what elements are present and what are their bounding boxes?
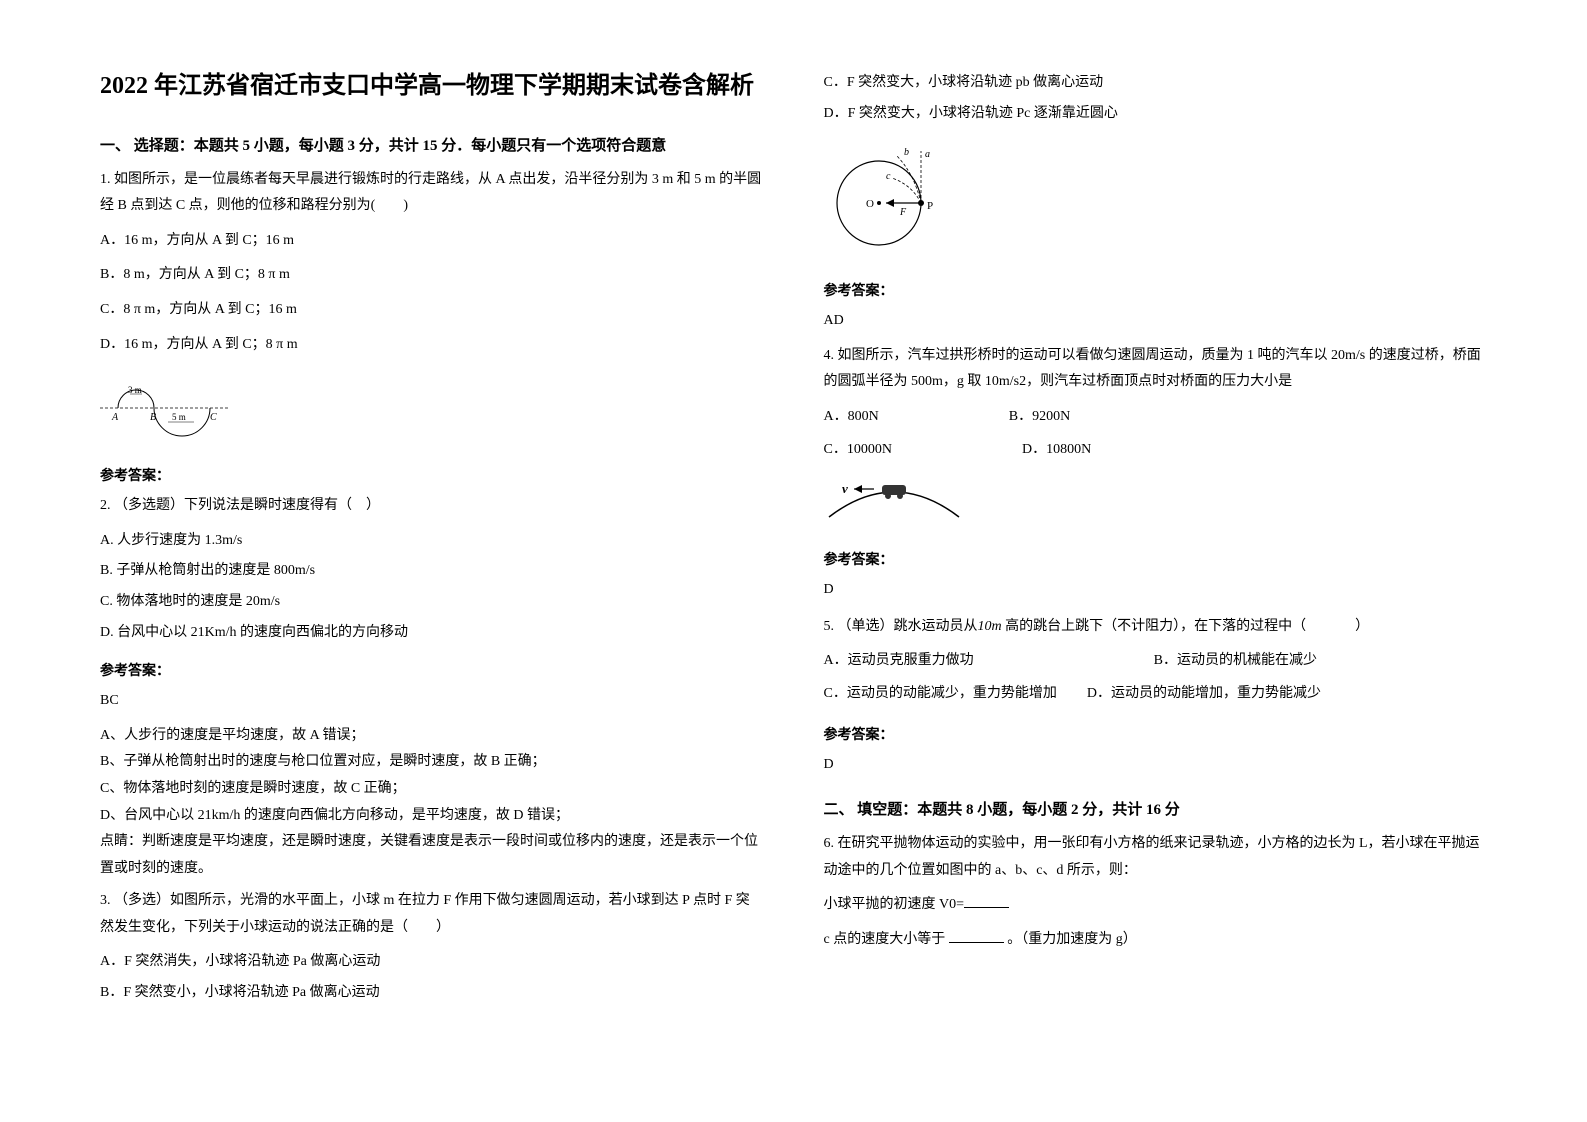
label-F: F bbox=[899, 207, 907, 218]
q3-option-c: C．F 突然变大，小球将沿轨迹 pb 做离心运动 bbox=[824, 70, 1488, 97]
right-column: C．F 突然变大，小球将沿轨迹 pb 做离心运动 D．F 突然变大，小球将沿轨迹… bbox=[824, 70, 1488, 1072]
label-P: P bbox=[927, 200, 933, 212]
q4-text: 4. 如图所示，汽车过拱形桥时的运动可以看做匀速圆周运动，质量为 1 吨的汽车以… bbox=[824, 343, 1488, 396]
q5-option-b: B．运动员的机械能在减少 bbox=[1154, 648, 1317, 675]
q2-option-a: A. 人步行速度为 1.3m/s bbox=[100, 528, 764, 555]
q2-explain-d: D、台风中心以 21km/h 的速度向西偏北方向移动，是平均速度，故 D 错误； bbox=[100, 803, 764, 830]
label-A: A bbox=[111, 412, 119, 423]
left-column: 2022 年江苏省宿迁市支口中学高一物理下学期期末试卷含解析 一、 选择题：本题… bbox=[100, 70, 764, 1072]
q6-sub2-post: 。（重力加速度为 g） bbox=[1004, 932, 1137, 947]
q2-option-c: C. 物体落地时的速度是 20m/s bbox=[100, 589, 764, 616]
q4-option-c: C．10000N bbox=[824, 437, 892, 464]
label-b: b bbox=[904, 147, 909, 158]
q6-sub1: 小球平抛的初速度 V0= bbox=[824, 892, 1488, 919]
q3-text: 3. （多选）如图所示，光滑的水平面上，小球 m 在拉力 F 作用下做匀速圆周运… bbox=[100, 888, 764, 941]
q5-option-c: C．运动员的动能减少，重力势能增加 bbox=[824, 681, 1057, 708]
q2-option-d: D. 台风中心以 21Km/h 的速度向西偏北的方向移动 bbox=[100, 620, 764, 647]
q1-option-b: B．8 m，方向从 A 到 C；8 π m bbox=[100, 262, 764, 289]
label-v: v bbox=[842, 481, 848, 496]
label-5m: 5 m bbox=[172, 412, 186, 422]
q1-option-d: D．16 m，方向从 A 到 C；8 π m bbox=[100, 332, 764, 359]
q5-height: 10m bbox=[978, 619, 1002, 634]
q2-answer: BC bbox=[100, 688, 764, 715]
label-C: C bbox=[210, 412, 217, 423]
q2-tip: 点睛：判断速度是平均速度，还是瞬时速度，关键看速度是表示一段时间或位移内的速度，… bbox=[100, 829, 764, 882]
q3-diagram: O P F a b c bbox=[824, 143, 1488, 258]
q1-option-c: C．8 π m，方向从 A 到 C；16 m bbox=[100, 297, 764, 324]
section-2-header: 二、 填空题：本题共 8 小题，每小题 2 分，共计 16 分 bbox=[824, 798, 1488, 819]
q1-text: 1. 如图所示，是一位晨练者每天早晨进行锻炼时的行走路线，从 A 点出发，沿半径… bbox=[100, 167, 764, 220]
q6-sub2: c 点的速度大小等于 。（重力加速度为 g） bbox=[824, 927, 1488, 954]
q5-text-pre: 5. （单选）跳水运动员从 bbox=[824, 619, 978, 634]
q4-option-a: A．800N bbox=[824, 404, 879, 431]
q1-answer-label: 参考答案： bbox=[100, 465, 764, 485]
q4-answer: D bbox=[824, 577, 1488, 604]
document-title: 2022 年江苏省宿迁市支口中学高一物理下学期期末试卷含解析 bbox=[100, 70, 764, 104]
q2-answer-label: 参考答案： bbox=[100, 660, 764, 680]
q5-option-a: A．运动员克服重力做功 bbox=[824, 648, 974, 675]
q3-option-a: A．F 突然消失，小球将沿轨迹 Pa 做离心运动 bbox=[100, 949, 764, 976]
label-B: B bbox=[150, 412, 156, 423]
q1-option-a: A．16 m，方向从 A 到 C；16 m bbox=[100, 228, 764, 255]
label-O: O bbox=[866, 198, 874, 210]
label-c: c bbox=[886, 171, 891, 182]
q5-text: 5. （单选）跳水运动员从10m 高的跳台上跳下（不计阻力），在下落的过程中（ … bbox=[824, 614, 1488, 641]
q3-answer: AD bbox=[824, 308, 1488, 335]
q4-diagram: v bbox=[824, 477, 1488, 527]
q6-sub1-text: 小球平抛的初速度 V0= bbox=[824, 897, 965, 912]
q4-option-d: D．10800N bbox=[1022, 437, 1091, 464]
q1-diagram: A B C 3 m 5 m bbox=[100, 378, 764, 443]
q6-blank-1 bbox=[964, 907, 1009, 908]
q3-answer-label: 参考答案： bbox=[824, 280, 1488, 300]
q2-explain-b: B、子弹从枪筒射出时的速度与枪口位置对应，是瞬时速度，故 B 正确； bbox=[100, 749, 764, 776]
q5-text-mid: 高的跳台上跳下（不计阻力），在下落的过程中（ ） bbox=[1005, 619, 1369, 634]
q5-answer: D bbox=[824, 752, 1488, 779]
q4-option-b: B．9200N bbox=[1009, 404, 1070, 431]
q4-answer-label: 参考答案： bbox=[824, 549, 1488, 569]
q5-answer-label: 参考答案： bbox=[824, 724, 1488, 744]
q2-option-b: B. 子弹从枪筒射出的速度是 800m/s bbox=[100, 558, 764, 585]
label-3m: 3 m bbox=[128, 385, 142, 395]
label-a: a bbox=[925, 149, 930, 160]
q2-explain-c: C、物体落地时刻的速度是瞬时速度，故 C 正确； bbox=[100, 776, 764, 803]
q3-option-d: D．F 突然变大，小球将沿轨迹 Pc 逐渐靠近圆心 bbox=[824, 101, 1488, 128]
section-1-header: 一、 选择题：本题共 5 小题，每小题 3 分，共计 15 分．每小题只有一个选… bbox=[100, 134, 764, 155]
q2-explain-a: A、人步行的速度是平均速度，故 A 错误； bbox=[100, 723, 764, 750]
q6-sub2-pre: c 点的速度大小等于 bbox=[824, 932, 949, 947]
q3-option-b: B．F 突然变小，小球将沿轨迹 Pa 做离心运动 bbox=[100, 980, 764, 1007]
q6-text: 6. 在研究平抛物体运动的实验中，用一张印有小方格的纸来记录轨迹，小方格的边长为… bbox=[824, 831, 1488, 884]
q5-option-d: D．运动员的动能增加，重力势能减少 bbox=[1087, 681, 1321, 708]
q2-text: 2. （多选题）下列说法是瞬时速度得有（ ） bbox=[100, 493, 764, 520]
q6-blank-2 bbox=[949, 942, 1004, 943]
